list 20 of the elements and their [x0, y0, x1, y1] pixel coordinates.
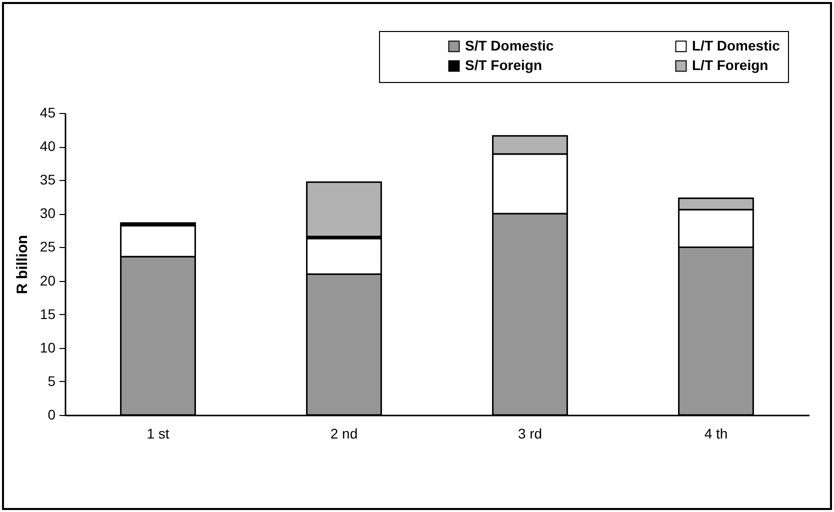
y-axis-title: R billion — [14, 234, 31, 294]
legend-label: L/T Foreign — [692, 57, 768, 73]
y-tick-label: 0 — [48, 406, 56, 422]
x-tick-label: 2 nd — [330, 426, 358, 442]
y-tick-label: 30 — [40, 205, 56, 222]
legend-label: L/T Domestic — [692, 37, 780, 54]
y-tick-label: 20 — [40, 272, 56, 288]
x-tick-label: 4 th — [704, 426, 728, 442]
y-tick-label: 25 — [40, 238, 56, 255]
y-tick-label: 10 — [40, 339, 56, 356]
y-tick-label: 45 — [40, 104, 56, 120]
legend-label: S/T Domestic — [465, 37, 554, 54]
y-tick-label: 35 — [40, 172, 56, 188]
x-tick-label: 1 st — [146, 426, 170, 442]
y-tick-label: 40 — [40, 138, 56, 154]
bar — [306, 181, 382, 238]
x-tick-label: 3 rd — [518, 426, 542, 442]
legend-label: S/T Foreign — [465, 57, 542, 73]
y-tick-label: 15 — [40, 306, 56, 322]
y-tick-label: 5 — [48, 372, 56, 389]
